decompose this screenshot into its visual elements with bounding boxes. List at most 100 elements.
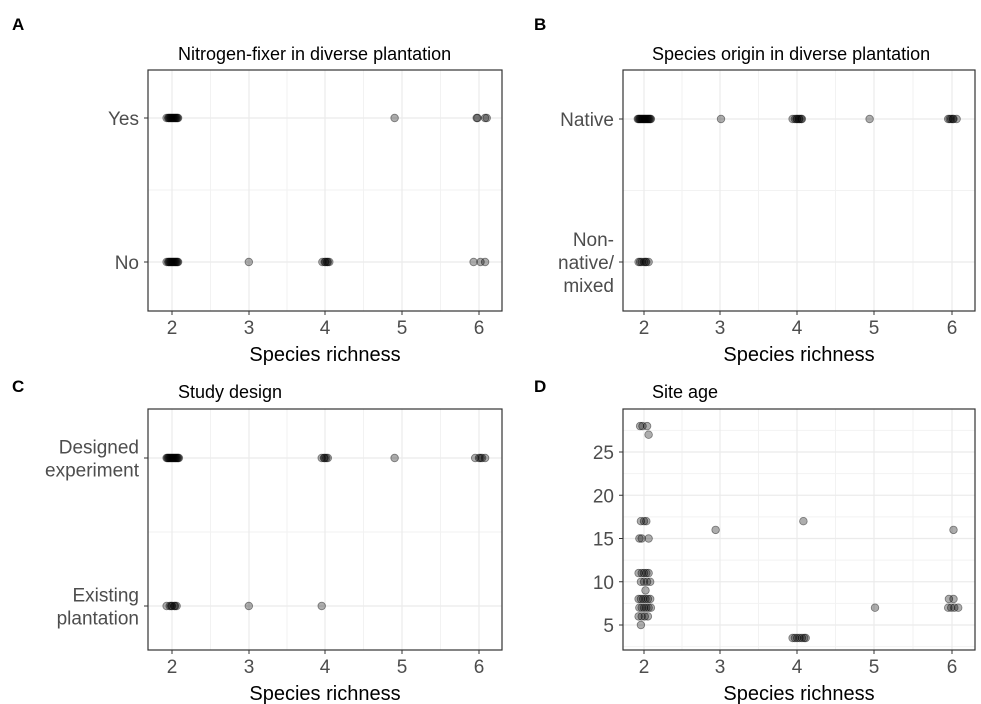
data-point	[168, 113, 177, 123]
panel-title: Nitrogen-fixer in diverse plantation	[178, 44, 451, 64]
data-point	[166, 257, 175, 267]
data-point	[474, 453, 484, 463]
data-point	[162, 601, 171, 611]
data-point	[635, 114, 645, 124]
data-point	[173, 257, 182, 267]
plot-area	[623, 409, 975, 650]
data-point	[169, 257, 178, 267]
panel-d: D Site age 2 3 4 5 6 5 10 15 20 25 Species richness	[534, 377, 976, 704]
data-point	[948, 114, 957, 124]
data-point	[639, 257, 649, 267]
data-point	[173, 113, 183, 123]
data-point	[390, 113, 399, 123]
data-point	[646, 594, 655, 604]
data-point	[325, 257, 334, 267]
panel-c: C Study design 2 3 4 5 6 Designed experiment Exis…	[12, 377, 503, 704]
x-tick-label: 3	[715, 657, 726, 678]
data-point	[944, 594, 954, 604]
data-point	[945, 114, 954, 124]
data-point	[165, 601, 174, 611]
panel-border	[622, 69, 976, 312]
data-point	[640, 612, 649, 621]
data-point	[480, 257, 490, 267]
x-tick-label: 2	[639, 318, 650, 339]
x-tick-label: 6	[474, 318, 485, 339]
data-point	[639, 114, 648, 124]
data-point	[636, 517, 646, 526]
data-point	[171, 257, 180, 267]
data-point	[644, 114, 653, 124]
x-tick-label: 6	[947, 318, 958, 339]
data-point	[635, 603, 644, 612]
data-point	[638, 421, 647, 431]
y-tick-label: Yes	[108, 109, 139, 130]
y-tick-label: Existing plantation	[57, 586, 139, 630]
y-tick-label: Designed experiment	[45, 438, 140, 482]
data-point	[635, 114, 644, 124]
data-point	[172, 113, 181, 123]
panel-title: Site age	[652, 382, 718, 402]
x-axis-title: Species richness	[723, 344, 874, 366]
data-point	[642, 114, 651, 124]
data-point	[163, 453, 173, 463]
data-point	[634, 257, 643, 267]
data-point	[172, 257, 181, 267]
data-point	[244, 257, 253, 267]
data-point	[711, 525, 720, 535]
data-point	[170, 257, 180, 267]
data-point	[320, 257, 329, 267]
data-point	[642, 114, 652, 124]
data-point	[162, 257, 171, 267]
y-tick-label: Native	[560, 110, 614, 131]
data-point	[792, 114, 801, 124]
panel-a: A Nitrogen-fixer in diverse plantation 2 3 4…	[12, 15, 503, 366]
data-point	[634, 568, 643, 578]
data-point	[644, 534, 653, 543]
data-point	[639, 594, 648, 604]
x-tick-label: 4	[320, 657, 331, 678]
panel-letter: B	[534, 15, 546, 34]
x-tick-label: 6	[947, 657, 958, 678]
data-point	[165, 453, 174, 463]
data-point	[171, 113, 180, 123]
x-axis-title: Species richness	[723, 683, 874, 704]
x-axis-title: Species richness	[249, 344, 400, 366]
x-axis-title: Species richness	[249, 683, 400, 704]
data-point	[636, 620, 646, 630]
y-tick-label: 15	[593, 530, 614, 551]
data-point	[954, 603, 963, 612]
data-point	[634, 594, 643, 604]
data-point	[636, 594, 646, 604]
y-tick-label: 25	[593, 443, 614, 464]
data-point	[639, 603, 649, 612]
data-point	[797, 633, 807, 643]
data-point	[318, 257, 327, 267]
data-point	[950, 603, 959, 612]
x-tick-label: 4	[792, 318, 803, 339]
data-point	[170, 601, 179, 611]
data-point	[949, 594, 958, 604]
data-point	[799, 517, 808, 526]
data-point	[634, 612, 643, 621]
data-point	[169, 453, 178, 463]
x-tick-label: 4	[792, 657, 803, 678]
x-tick-label: 2	[167, 318, 178, 339]
x-tick-label: 2	[167, 657, 178, 678]
data-point	[637, 114, 646, 124]
data-point	[170, 601, 180, 611]
y-tick-label: 10	[593, 573, 614, 594]
data-point	[646, 577, 655, 586]
data-point	[172, 453, 181, 463]
data-point	[637, 257, 646, 267]
x-tick-label: 5	[397, 657, 408, 678]
data-point	[641, 257, 650, 267]
data-point	[323, 453, 332, 463]
data-point	[472, 113, 481, 123]
y-tick-label: 5	[603, 616, 614, 637]
data-point	[170, 257, 179, 267]
data-point	[947, 603, 956, 612]
panel-title: Species origin in diverse plantation	[652, 44, 930, 64]
panel-letter: A	[12, 15, 24, 34]
data-point	[644, 603, 653, 612]
data-point	[319, 453, 329, 463]
